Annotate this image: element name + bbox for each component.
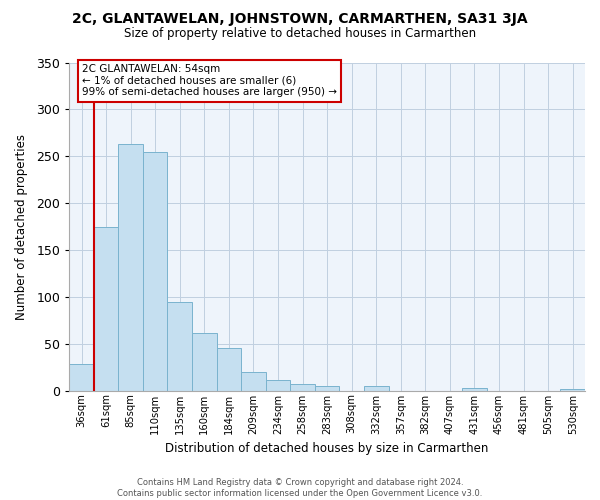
- Bar: [217, 348, 241, 391]
- Text: Contains HM Land Registry data © Crown copyright and database right 2024.
Contai: Contains HM Land Registry data © Crown c…: [118, 478, 482, 498]
- Bar: [192, 332, 217, 390]
- Bar: [462, 388, 487, 390]
- Y-axis label: Number of detached properties: Number of detached properties: [15, 134, 28, 320]
- Bar: [290, 384, 315, 390]
- Bar: [241, 372, 266, 390]
- Bar: [118, 144, 143, 390]
- Bar: [315, 386, 340, 390]
- Text: 2C GLANTAWELAN: 54sqm
← 1% of detached houses are smaller (6)
99% of semi-detach: 2C GLANTAWELAN: 54sqm ← 1% of detached h…: [82, 64, 337, 98]
- Bar: [560, 389, 585, 390]
- Bar: [266, 380, 290, 390]
- Bar: [143, 152, 167, 390]
- Text: Size of property relative to detached houses in Carmarthen: Size of property relative to detached ho…: [124, 28, 476, 40]
- Bar: [69, 364, 94, 390]
- Bar: [167, 302, 192, 390]
- Text: 2C, GLANTAWELAN, JOHNSTOWN, CARMARTHEN, SA31 3JA: 2C, GLANTAWELAN, JOHNSTOWN, CARMARTHEN, …: [72, 12, 528, 26]
- Bar: [364, 386, 389, 390]
- X-axis label: Distribution of detached houses by size in Carmarthen: Distribution of detached houses by size …: [166, 442, 489, 455]
- Bar: [94, 226, 118, 390]
